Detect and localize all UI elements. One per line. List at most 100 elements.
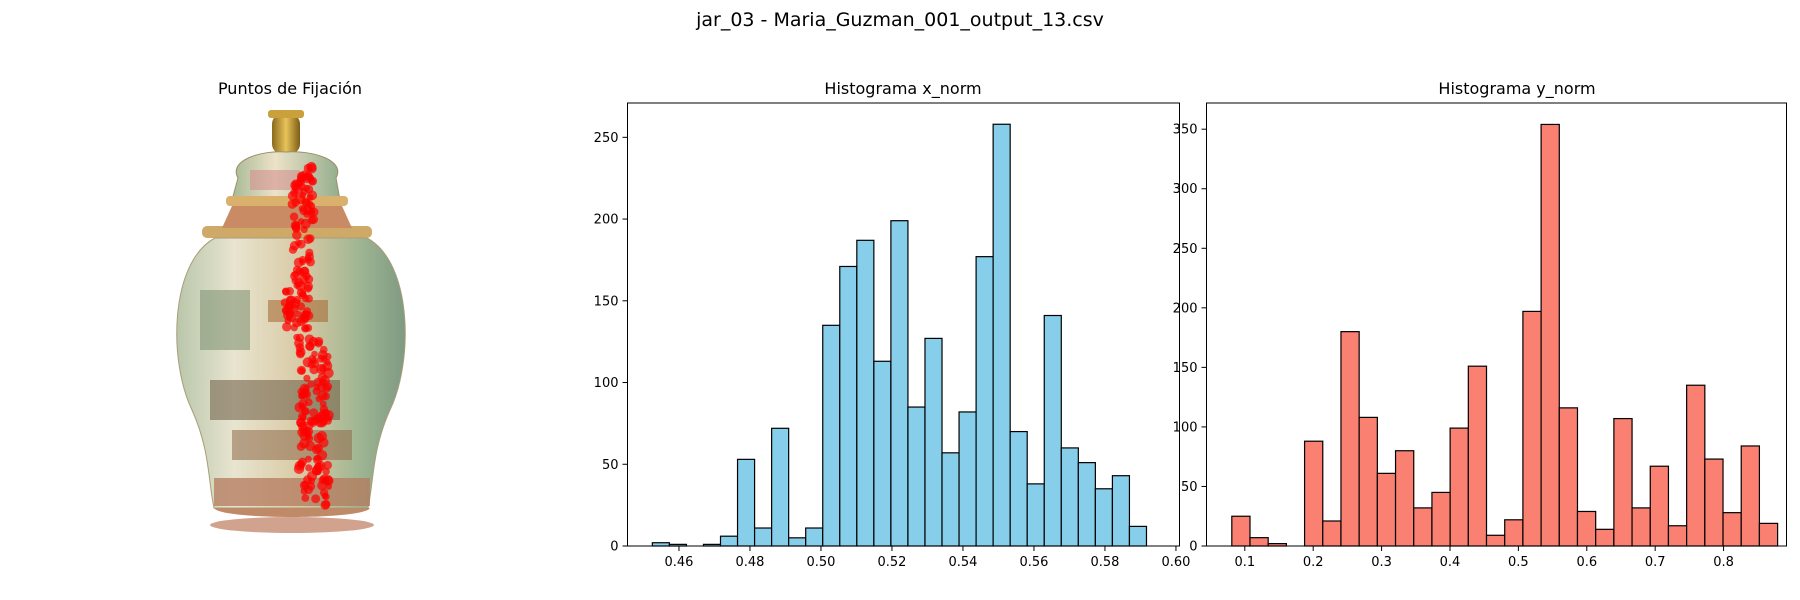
histogram-x-frame [627,102,1180,547]
histogram-x-ytick-label: 50 [602,458,619,473]
fixation-point [305,248,314,257]
fixation-point [313,377,323,387]
histogram-x-bar [719,535,739,547]
fixation-point [301,494,310,502]
histogram-x-bar [788,537,807,547]
panel-histogram-y: Histograma y_norm 0.1 0.2 0.3 0.4 0.5 0.6 0.7 0… [1173,79,1787,570]
histogram-y-bar [1231,515,1251,547]
histogram-x-bar [1060,447,1079,547]
fixation-point [317,480,327,491]
histogram-y-ytick-label: 150 [1173,361,1198,376]
histogram-x-bar [856,239,875,547]
fixation-point [292,230,302,240]
fixation-point [299,383,310,394]
fixation-point [308,416,319,427]
fixation-point [321,392,330,401]
fixation-point [298,172,306,180]
histogram-y-bar [1522,310,1542,547]
fixation-point [295,310,302,318]
fixation-point [282,322,292,332]
histogram-y-bar [1413,507,1433,547]
histogram-y-xtick-label: 0.4 [1440,555,1461,570]
fixation-point [308,477,315,485]
histogram-x-xtick-label: 0.48 [735,555,764,570]
fixation-point [302,184,311,192]
histogram-y-bar [1394,450,1415,547]
fixation-point [294,338,304,348]
fixation-point [314,336,324,346]
histogram-y-bar [1576,510,1597,547]
histogram-y-bar [1358,416,1378,547]
histogram-y-ytick-label: 200 [1173,301,1198,316]
histogram-x-ytick-label: 250 [594,131,619,146]
fixation-point [302,198,311,208]
histogram-y-bar [1686,384,1706,547]
histogram-x-bar [958,411,977,547]
histogram-y-bar [1504,519,1524,547]
histogram-x-bar [941,452,960,547]
histogram-y-bar [1431,491,1451,547]
fixation-point [319,404,329,414]
fixation-point [296,302,306,311]
histogram-x-bar [822,324,841,547]
histogram-y-xtick-label: 0.1 [1234,555,1255,570]
histogram-y-bar [1540,123,1560,547]
histogram-x-xtick-label: 0.58 [1090,555,1119,570]
fixation-point [284,301,294,311]
vase-image [176,110,406,533]
fixation-point [304,171,312,179]
histogram-x-bar [736,458,756,547]
histogram-x-bar [992,123,1011,547]
fixations-title: Puntos de Fijación [218,79,362,98]
histogram-x-xtick-label: 0.52 [877,555,906,570]
histogram-x-bar [1026,483,1045,547]
histogram-x-title: Histograma x_norm [824,79,981,99]
histogram-y-xtick-label: 0.6 [1576,555,1597,570]
histogram-y-xtick-label: 0.5 [1508,555,1529,570]
histogram-y-ytick-label: 250 [1173,242,1198,257]
histogram-y-bar [1704,458,1724,547]
histogram-y-bar [1485,534,1506,547]
fixation-point [285,287,295,296]
fixation-point [287,199,297,209]
fixation-point [298,457,307,467]
histogram-x-bars [651,123,1148,547]
histogram-x-ytick-label: 100 [594,376,619,391]
fixation-point [294,278,304,288]
fixation-point [296,349,305,359]
histogram-y-ytick-label: 100 [1173,420,1198,435]
histogram-x-bar [890,220,909,547]
fixation-point [302,294,310,303]
histogram-y-bar [1649,465,1670,547]
histogram-x-xtick-label: 0.46 [664,555,693,570]
histogram-x-xtick-label: 0.50 [806,555,835,570]
fixation-point [300,266,309,275]
fixation-points [280,161,334,510]
histogram-x-bar [924,337,943,547]
fixation-point [313,432,325,444]
histogram-x-bar [1077,462,1096,547]
histogram-x-bar [873,360,892,547]
fixation-point [322,500,331,509]
fixation-point [288,245,298,254]
histogram-x-bar [839,265,858,547]
fixation-point [311,444,322,455]
fixation-point [306,257,315,267]
fixation-point [299,206,309,216]
fixation-point [292,295,301,304]
histogram-y-xtick-label: 0.3 [1371,555,1392,570]
fixation-point [306,193,314,201]
fixation-point [307,360,316,369]
histogram-y-bar [1740,445,1761,547]
fixation-point [290,181,300,190]
histogram-y-bar [1322,520,1342,547]
histogram-y-bar [1376,472,1397,547]
histogram-x-bar [1043,314,1062,547]
fixation-point [311,350,318,358]
figure-title: jar_03 - Maria_Guzman_001_output_13.csv [695,9,1104,31]
histogram-y-bar [1249,537,1269,547]
histogram-y-frame [1206,102,1787,547]
histogram-y-ytick-label: 50 [1181,480,1198,495]
histogram-y-bar [1595,528,1615,547]
